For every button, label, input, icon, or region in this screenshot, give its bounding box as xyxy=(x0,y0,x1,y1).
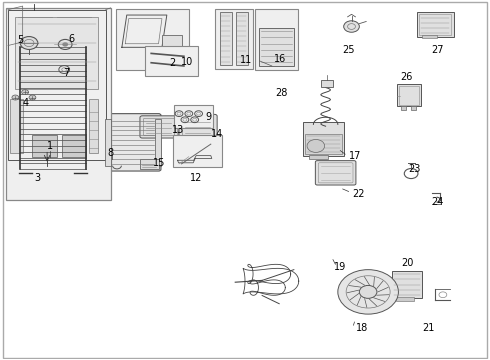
Text: 5: 5 xyxy=(17,35,23,45)
Bar xyxy=(145,57,157,65)
Bar xyxy=(32,135,57,157)
Bar xyxy=(396,297,414,301)
Text: 27: 27 xyxy=(432,45,444,55)
Bar xyxy=(411,106,416,110)
Text: 8: 8 xyxy=(107,148,113,158)
Bar xyxy=(401,106,406,110)
FancyBboxPatch shape xyxy=(179,114,217,139)
Bar xyxy=(155,119,161,166)
Text: 18: 18 xyxy=(356,323,368,333)
Bar xyxy=(87,108,99,151)
Text: 6: 6 xyxy=(68,35,74,44)
Text: 16: 16 xyxy=(274,54,287,64)
Text: 20: 20 xyxy=(401,258,414,268)
Text: 23: 23 xyxy=(409,163,421,174)
Bar xyxy=(236,12,248,65)
Circle shape xyxy=(343,21,359,32)
FancyBboxPatch shape xyxy=(140,116,178,138)
Bar xyxy=(116,9,189,69)
FancyBboxPatch shape xyxy=(105,114,161,171)
Bar xyxy=(172,135,221,167)
Circle shape xyxy=(20,37,38,49)
Bar xyxy=(62,135,86,157)
Bar xyxy=(305,134,342,154)
Bar xyxy=(309,155,328,159)
Text: 22: 22 xyxy=(352,189,365,199)
Text: 7: 7 xyxy=(63,68,70,78)
Text: 14: 14 xyxy=(211,129,223,139)
Circle shape xyxy=(12,95,19,100)
Text: 21: 21 xyxy=(422,323,434,333)
Text: 17: 17 xyxy=(348,150,361,161)
Text: 19: 19 xyxy=(334,262,346,272)
Bar xyxy=(422,36,437,39)
Circle shape xyxy=(359,285,377,298)
Bar xyxy=(417,12,454,37)
Bar xyxy=(259,28,294,66)
Bar xyxy=(140,159,159,169)
Bar xyxy=(215,9,253,69)
Bar xyxy=(145,45,197,76)
Circle shape xyxy=(338,270,398,314)
Bar xyxy=(8,10,106,160)
Circle shape xyxy=(62,42,68,46)
Bar xyxy=(5,8,111,200)
Text: 26: 26 xyxy=(400,72,413,82)
Bar xyxy=(89,99,98,153)
Bar xyxy=(162,35,182,54)
Bar xyxy=(303,122,344,156)
Circle shape xyxy=(22,90,28,95)
Bar xyxy=(15,17,98,89)
Text: 12: 12 xyxy=(190,173,203,183)
Text: 15: 15 xyxy=(153,158,166,168)
Bar xyxy=(397,84,421,107)
Text: 13: 13 xyxy=(172,125,184,135)
Bar xyxy=(174,105,213,128)
Circle shape xyxy=(307,139,325,152)
Text: 11: 11 xyxy=(240,55,252,65)
Circle shape xyxy=(29,95,36,100)
Bar xyxy=(392,271,422,298)
Text: 2: 2 xyxy=(169,58,175,68)
Bar xyxy=(321,80,333,87)
Text: 25: 25 xyxy=(343,45,355,55)
Text: 3: 3 xyxy=(34,173,40,183)
Bar xyxy=(8,77,44,105)
Bar xyxy=(57,17,91,45)
Bar xyxy=(399,86,419,105)
Text: 4: 4 xyxy=(23,98,29,108)
Text: 28: 28 xyxy=(275,88,288,98)
Text: 24: 24 xyxy=(432,197,444,207)
Text: 10: 10 xyxy=(180,57,193,67)
Bar xyxy=(105,119,111,166)
Text: 9: 9 xyxy=(205,112,211,122)
Text: 1: 1 xyxy=(47,141,53,151)
FancyBboxPatch shape xyxy=(316,161,356,185)
Bar xyxy=(18,17,52,45)
Bar xyxy=(220,12,232,65)
Bar xyxy=(255,9,298,69)
Bar xyxy=(10,99,23,153)
Bar xyxy=(419,14,451,35)
